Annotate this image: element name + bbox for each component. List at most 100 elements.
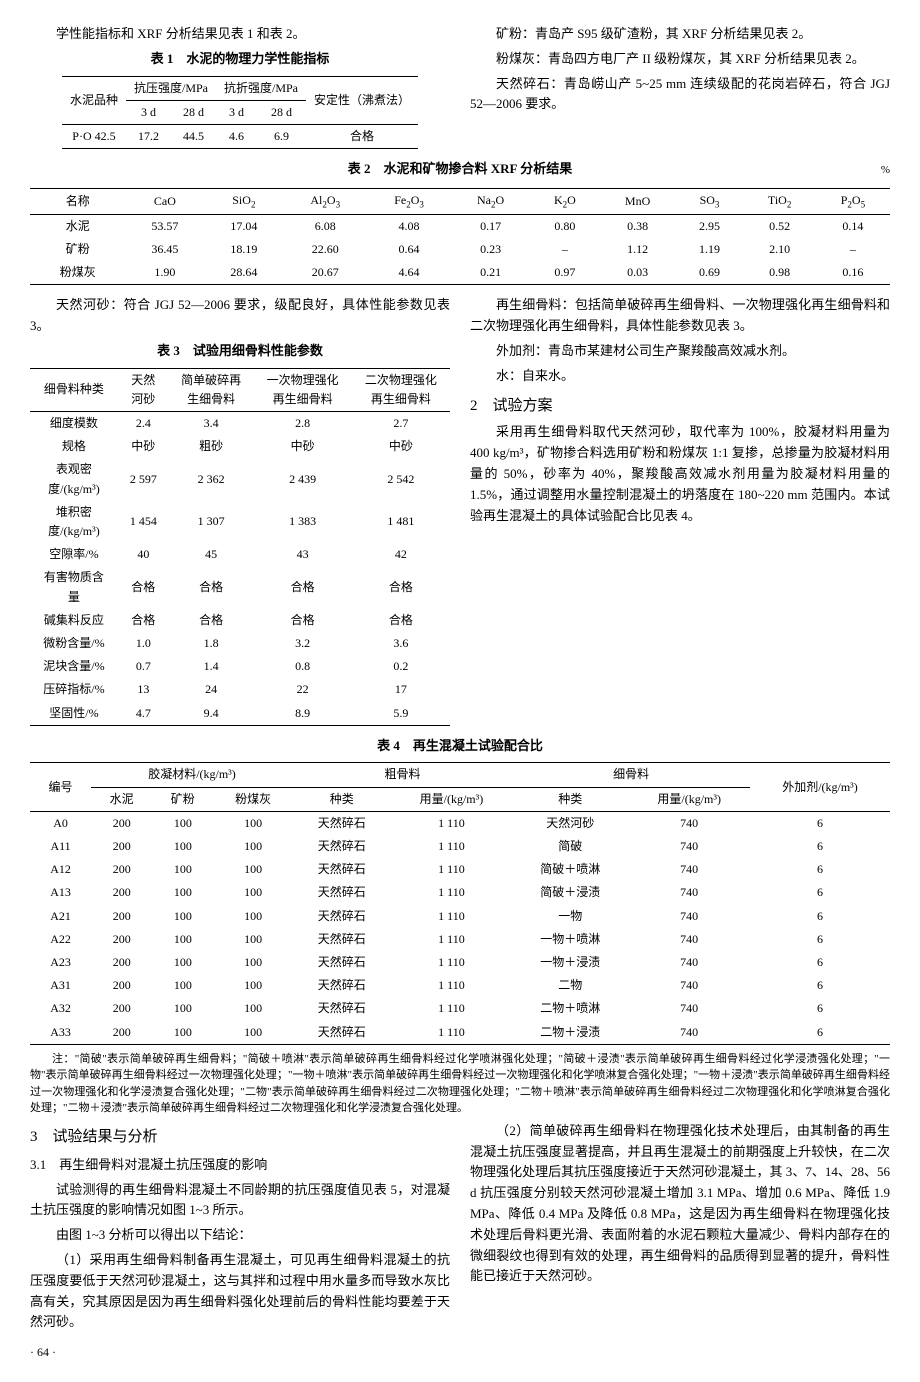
table-cell: 0.14: [816, 214, 890, 238]
t4-s3: 粉煤灰: [213, 787, 292, 811]
section3-left-p2: 由图 1~3 分析可以得出以下结论：: [30, 1225, 450, 1246]
table-cell: 100: [152, 974, 213, 997]
table-cell: 200: [91, 881, 152, 904]
table-cell: 一物: [512, 905, 628, 928]
table-cell: 4.64: [367, 261, 451, 285]
table-cell: 1 110: [391, 881, 513, 904]
t2-h2: CaO: [125, 188, 204, 214]
table-cell: 100: [213, 858, 292, 881]
table-cell: 22.60: [283, 238, 367, 261]
table-cell: 6: [750, 881, 890, 904]
table-cell: 200: [91, 858, 152, 881]
table4: 编号 胶凝材料/(kg/m³) 粗骨料 细骨料 外加剂/(kg/m³) 水泥 矿…: [30, 762, 890, 1044]
table-cell: 6: [750, 811, 890, 835]
table-cell: 740: [628, 881, 750, 904]
t1-r1-v3: 4.6: [216, 124, 257, 148]
table-cell: 28.64: [204, 261, 283, 285]
table-cell: 一物＋浸渍: [512, 951, 628, 974]
table-cell: 3.4: [169, 412, 254, 436]
table-cell: 0.7: [118, 655, 169, 678]
table-cell: 200: [91, 811, 152, 835]
table-cell: 5.9: [352, 702, 450, 726]
table-cell: 中砂: [253, 435, 351, 458]
table4-note: 注："简破"表示简单破碎再生细骨料；"简破＋喷淋"表示简单破碎再生细骨料经过化学…: [30, 1051, 890, 1117]
table-cell: 13: [118, 678, 169, 701]
t3-h3: 简单破碎再生细骨料: [169, 368, 254, 411]
table-cell: 合格: [169, 566, 254, 608]
t2-h3: SiO2: [204, 188, 283, 214]
table-cell: 中砂: [352, 435, 450, 458]
table-cell: 200: [91, 1021, 152, 1045]
t2-h1: 名称: [30, 188, 125, 214]
t1-h3: 抗折强度/MPa: [216, 76, 306, 100]
table1-caption: 表 1 水泥的物理力学性能指标: [30, 49, 450, 70]
table-cell: 100: [152, 881, 213, 904]
table-cell: 天然河砂: [512, 811, 628, 835]
table-cell: 2.95: [676, 214, 744, 238]
t2-h7: K2O: [530, 188, 599, 214]
table-cell: A12: [30, 858, 91, 881]
table-cell: A31: [30, 974, 91, 997]
table-cell: 6: [750, 928, 890, 951]
table-cell: 压碎指标/%: [30, 678, 118, 701]
t4-h2: 胶凝材料/(kg/m³): [91, 763, 293, 787]
table-cell: 天然碎石: [293, 905, 391, 928]
table-cell: A13: [30, 881, 91, 904]
t1-s4: 28 d: [257, 100, 306, 124]
intro-right-1: 矿粉：青岛产 S95 级矿渣粉，其 XRF 分析结果见表 2。: [470, 24, 890, 45]
table-cell: 200: [91, 905, 152, 928]
table-cell: 6: [750, 905, 890, 928]
table-cell: 0.98: [743, 261, 815, 285]
table-cell: 100: [213, 997, 292, 1020]
table-cell: 合格: [253, 566, 351, 608]
intro-right-2: 粉煤灰：青岛四方电厂产 II 级粉煤灰，其 XRF 分析结果见表 2。: [470, 49, 890, 70]
table-cell: 0.21: [451, 261, 530, 285]
table-cell: 简破＋浸渍: [512, 881, 628, 904]
table-cell: 一物＋喷淋: [512, 928, 628, 951]
table-cell: 天然碎石: [293, 811, 391, 835]
table-cell: 水泥: [30, 214, 125, 238]
table-cell: 天然碎石: [293, 928, 391, 951]
table-cell: 1.0: [118, 632, 169, 655]
table-cell: 粗砂: [169, 435, 254, 458]
table-cell: 2.7: [352, 412, 450, 436]
table-cell: 1 110: [391, 858, 513, 881]
table-cell: 200: [91, 928, 152, 951]
table-cell: A22: [30, 928, 91, 951]
table-cell: 1.8: [169, 632, 254, 655]
t1-s3: 3 d: [216, 100, 257, 124]
table-cell: 合格: [352, 566, 450, 608]
table-cell: 0.17: [451, 214, 530, 238]
table-cell: 规格: [30, 435, 118, 458]
t2-h8: MnO: [600, 188, 676, 214]
table-cell: 6: [750, 951, 890, 974]
table-cell: 740: [628, 858, 750, 881]
table-cell: 2.10: [743, 238, 815, 261]
table-cell: 堆积密度/(kg/m³): [30, 501, 118, 543]
table-cell: 1 110: [391, 835, 513, 858]
table-cell: 合格: [253, 609, 351, 632]
table-cell: 0.80: [530, 214, 599, 238]
t1-h4: 安定性（沸煮法）: [306, 76, 418, 124]
table-cell: 17: [352, 678, 450, 701]
t1-h2: 抗压强度/MPa: [126, 76, 216, 100]
table-cell: 0.03: [600, 261, 676, 285]
table-cell: A11: [30, 835, 91, 858]
table-cell: 简破: [512, 835, 628, 858]
table-cell: 6: [750, 1021, 890, 1045]
table-cell: 天然碎石: [293, 858, 391, 881]
table-cell: 0.8: [253, 655, 351, 678]
table-cell: –: [816, 238, 890, 261]
table-cell: 100: [213, 928, 292, 951]
table-cell: 2 362: [169, 458, 254, 500]
table-cell: 天然碎石: [293, 997, 391, 1020]
t1-r1-v2: 44.5: [171, 124, 216, 148]
table-cell: 二物: [512, 974, 628, 997]
table-cell: 矿粉: [30, 238, 125, 261]
table-cell: 1 481: [352, 501, 450, 543]
t1-r1-v1: 17.2: [126, 124, 171, 148]
t4-s5: 用量/(kg/m³): [391, 787, 513, 811]
table-cell: 6: [750, 835, 890, 858]
para-right-3: 水：自来水。: [470, 366, 890, 387]
t4-s6: 种类: [512, 787, 628, 811]
